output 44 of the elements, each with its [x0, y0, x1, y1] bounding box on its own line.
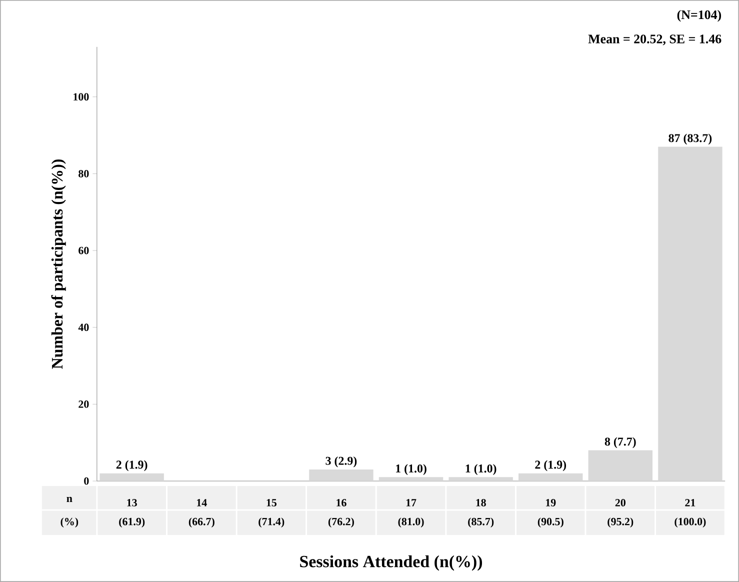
- text: (90.5): [538, 518, 564, 528]
- data-label: 1 (1.0): [396, 464, 426, 475]
- x-tick-label: 15: [266, 499, 277, 506]
- bar: [378, 477, 444, 482]
- data-label: 1 (1.0): [466, 464, 496, 475]
- x-tick-label: 20: [615, 499, 626, 506]
- text: (66.7): [188, 518, 214, 528]
- bar: [448, 477, 513, 482]
- y-tick-label: 20: [78, 400, 89, 408]
- bar: [309, 470, 374, 482]
- y-tick-label: 40: [78, 324, 89, 332]
- bar: [100, 473, 164, 482]
- data-label: 8 (7.7): [604, 437, 636, 448]
- x-tick-label: 18: [476, 499, 486, 506]
- x-tick-label: 14: [197, 499, 207, 506]
- text: Mean = 20.52, SE = 1.46: [588, 34, 722, 46]
- text: (71.4): [258, 518, 284, 528]
- data-label: 3 (2.9): [326, 456, 357, 468]
- x-tick-label: 21: [685, 499, 696, 506]
- text: (100.0): [674, 518, 706, 528]
- x-tick-label: 19: [546, 499, 556, 506]
- data-label: 87 (83.7): [668, 134, 712, 145]
- text: (76.2): [328, 518, 354, 528]
- y-tick-label: 60: [78, 246, 89, 254]
- text: (85.7): [468, 518, 494, 528]
- y-tick-label: 80: [78, 170, 89, 178]
- y-axis-title: Number of participants (n(%)): [51, 160, 66, 369]
- x-tick-label: 16: [336, 499, 346, 506]
- y-tick-label: 100: [74, 93, 89, 101]
- text: (%): [60, 518, 78, 528]
- x-tick-label: 13: [127, 499, 137, 506]
- x-tick-label: 17: [406, 499, 416, 506]
- text: (N=104): [677, 10, 722, 22]
- data-label: 2 (1.9): [116, 460, 148, 472]
- y-tick-label: 0: [84, 477, 89, 485]
- bar: [518, 473, 583, 482]
- x-axis-title: Sessions Attended (n(%)): [300, 555, 482, 571]
- data-label: 2 (1.9): [535, 460, 566, 472]
- text: n: [66, 496, 72, 502]
- bar: [588, 450, 653, 482]
- text: (61.9): [119, 518, 145, 528]
- text: (81.0): [398, 518, 424, 528]
- bar: [658, 146, 722, 482]
- text: (95.2): [608, 518, 634, 528]
